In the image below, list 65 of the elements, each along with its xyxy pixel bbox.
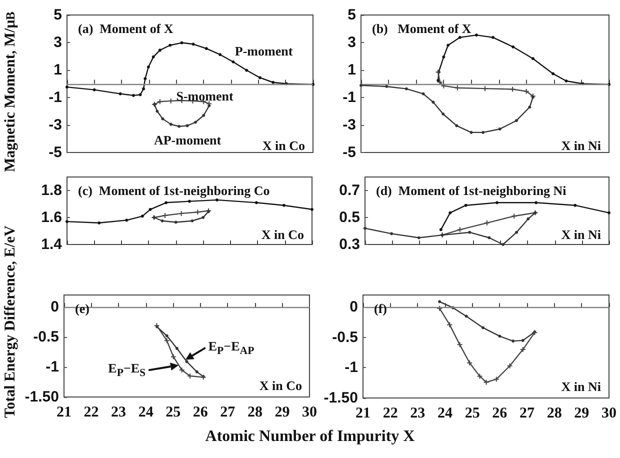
y-tick-label: -3 <box>48 116 62 134</box>
annotation: E$_{P}$−E$_{S}$ <box>108 360 146 380</box>
x-tick-label: 24 <box>138 404 154 420</box>
y-tick-label: 1.8 <box>41 182 62 199</box>
y-tick-label: 1.4 <box>41 236 63 253</box>
text: (d) Moment of 1st-neighboring Ni <box>376 183 567 198</box>
x-tick-label: 23 <box>111 404 126 420</box>
annotation: AP-moment <box>154 132 222 148</box>
x-tick-label: 25 <box>464 406 480 422</box>
y-tick-label: 0.7 <box>339 182 360 199</box>
x-tick-label: 25 <box>166 404 181 420</box>
text: (a) Moment of X <box>78 21 174 36</box>
chart-title: (e) <box>75 301 90 316</box>
text: (f) <box>374 301 387 316</box>
x-tick-label: 30 <box>302 404 317 420</box>
y-tick-label: 3 <box>54 34 62 51</box>
x-tick-label: 30 <box>602 406 616 422</box>
y-tick-label: -1 <box>48 89 62 106</box>
y-tick-label: 1 <box>348 62 356 78</box>
y-tick-label: 0 <box>350 298 358 316</box>
text: (b) Moment of X <box>372 21 472 36</box>
x-tick-label: 24 <box>438 406 453 422</box>
x-tick-label: 21 <box>56 404 72 420</box>
y-axis-title: Total Energy Difference, E/eV <box>2 224 20 420</box>
annotation: X in Ni <box>561 138 601 153</box>
y-tick-label: 0.5 <box>339 209 360 226</box>
annotation: X in Co <box>259 378 302 393</box>
x-tick-label: 27 <box>520 406 535 422</box>
annotation: X in Co <box>262 138 305 153</box>
y-tick-label: 1 <box>54 62 62 78</box>
x-tick-label: 28 <box>247 404 262 420</box>
y-tick-label: -3 <box>342 116 356 134</box>
annotation: X in Co <box>261 227 304 242</box>
annotation: E$_{P}$−E$_{AP}$ <box>208 338 254 357</box>
y-tick-label: -1 <box>342 89 356 106</box>
x-tick-label: 22 <box>84 404 99 420</box>
annotation: X in Ni <box>561 227 601 242</box>
y-tick-label: 5 <box>348 6 356 24</box>
text: (c) Moment of 1st-neighboring Co <box>78 183 270 198</box>
y-tick-label: -1 <box>344 359 358 376</box>
x-tick-label: 22 <box>382 406 398 422</box>
y-tick-label: -0.5 <box>33 328 59 346</box>
y-tick-label: -1.50 <box>24 388 59 406</box>
x-tick-label: 23 <box>410 406 426 422</box>
annotation: P-moment <box>234 43 293 58</box>
y-tick-label: 3 <box>348 34 356 51</box>
y-tick-label: 0.3 <box>339 236 360 253</box>
x-tick-label: 27 <box>220 404 236 420</box>
x-tick-label: 28 <box>546 406 562 422</box>
x-axis-title: Atomic Number of Impurity X <box>204 428 416 446</box>
x-tick-label: 21 <box>356 406 370 422</box>
y-tick-label: -1 <box>46 358 59 376</box>
x-tick-label: 29 <box>574 406 590 422</box>
annotation: X in Ni <box>561 379 601 394</box>
y-tick-label: -1.50 <box>324 390 358 406</box>
x-tick-label: 26 <box>192 404 208 420</box>
x-tick-label: 26 <box>492 406 508 422</box>
y-tick-label: 0 <box>50 298 59 316</box>
y-tick-label: -5 <box>342 144 356 161</box>
annotation: S-moment <box>176 88 234 104</box>
y-tick-label: 1.6 <box>41 209 62 226</box>
y-tick-label: -0.5 <box>332 328 358 346</box>
y-tick-label: -5 <box>48 144 62 161</box>
y-tick-label: 5 <box>54 6 62 24</box>
x-tick-label: 29 <box>274 404 290 420</box>
